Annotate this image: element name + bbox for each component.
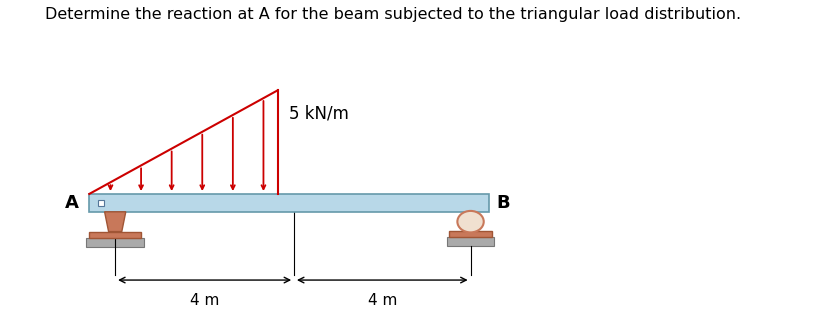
Text: 5 kN/m: 5 kN/m [289, 104, 349, 122]
Bar [98, 200, 104, 206]
Bar [447, 237, 494, 246]
Ellipse shape [457, 211, 483, 232]
Text: Determine the reaction at A for the beam subjected to the triangular load distri: Determine the reaction at A for the beam… [44, 7, 741, 22]
Text: 4 m: 4 m [367, 293, 397, 308]
Bar [86, 238, 145, 247]
Bar [90, 232, 141, 238]
Polygon shape [104, 212, 126, 232]
Text: A: A [65, 194, 79, 212]
Bar [450, 230, 492, 237]
Text: 4 m: 4 m [190, 293, 219, 308]
Text: B: B [496, 194, 510, 212]
Bar [90, 194, 489, 212]
